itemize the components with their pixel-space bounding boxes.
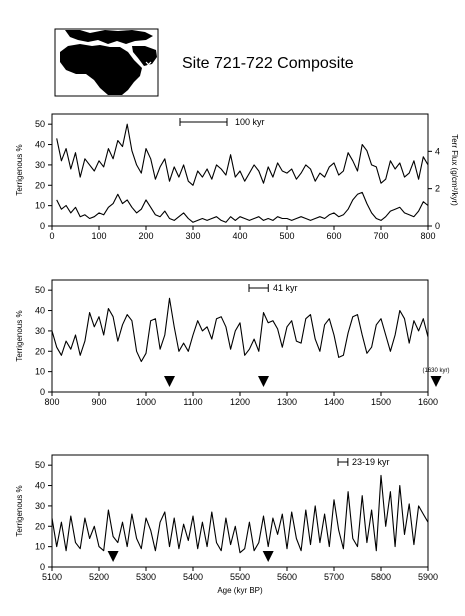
x-tick-label: 5100 — [42, 572, 62, 582]
series-line-1 — [56, 123, 429, 186]
x-axis-label: Age (kyr BP) — [217, 586, 263, 595]
africa-arabia-map-icon — [54, 28, 159, 97]
x-tick-label: 5300 — [136, 572, 156, 582]
y-tick-label: 0 — [40, 562, 45, 572]
y-tick-label: 0 — [40, 387, 45, 397]
marker-triangle-icon — [262, 551, 274, 562]
x-tick-label: 1400 — [324, 397, 344, 407]
plot-frame — [51, 279, 429, 393]
marker-triangle-icon — [258, 376, 269, 387]
x-tick-label: 5900 — [418, 572, 438, 582]
marker-annotation: (1630 kyr) — [422, 368, 449, 374]
y-axis-label: Terrigenous % — [15, 485, 24, 536]
x-tick-label: 600 — [326, 231, 341, 241]
arabia-landmass — [132, 46, 157, 66]
page-title: Site 721-722 Composite — [182, 55, 354, 72]
x-tick-label: 5800 — [371, 572, 391, 582]
y-tick-label: 40 — [35, 306, 45, 316]
y-tick-label: 20 — [35, 346, 45, 356]
x-tick-label: 400 — [232, 231, 247, 241]
y2-tick-label: 4 — [435, 146, 440, 156]
marker-triangle-icon — [107, 551, 119, 562]
series-line-1 — [51, 297, 429, 363]
y-tick-label: 10 — [35, 201, 45, 211]
x-tick-label: 5600 — [277, 572, 297, 582]
y2-tick-label: 0 — [435, 221, 440, 231]
scalebar: 100 kyr — [179, 117, 265, 127]
x-tick-label: 5700 — [324, 572, 344, 582]
plot-frame — [51, 113, 429, 227]
y-tick-label: 30 — [35, 501, 45, 511]
x-tick-label: 5400 — [183, 572, 203, 582]
series-line-1 — [51, 474, 429, 554]
x-tick-label: 1300 — [277, 397, 297, 407]
x-tick-label: 1100 — [183, 397, 202, 407]
site-marker-icon — [145, 61, 152, 68]
x-tick-label: 700 — [373, 231, 388, 241]
y2-axis-label: Terr Flux (g/cm²/kyr) — [450, 134, 459, 206]
y2-tick-label: 2 — [435, 184, 440, 194]
y-axis-label: Terrigenous % — [15, 144, 24, 195]
scalebar-label: 23-19 kyr — [352, 457, 390, 467]
y-tick-label: 10 — [35, 542, 45, 552]
x-tick-label: 1200 — [230, 397, 250, 407]
y-axis-label: Terrigenous % — [15, 310, 24, 361]
y-tick-label: 40 — [35, 481, 45, 491]
y-tick-label: 20 — [35, 521, 45, 531]
x-tick-label: 1600 — [418, 397, 438, 407]
y-tick-label: 30 — [35, 160, 45, 170]
y-tick-label: 20 — [35, 180, 45, 190]
marker-triangle-icon — [164, 376, 175, 387]
x-tick-label: 300 — [185, 231, 200, 241]
x-tick-label: 500 — [279, 231, 294, 241]
marker-triangle-icon — [430, 376, 442, 387]
scalebar-label: 41 kyr — [273, 283, 298, 293]
chart-panel-2: 800 900 1000 1100 1200 1300 1400 1500 1600 0 10 20 3… — [15, 279, 450, 407]
europe-landmass — [65, 30, 153, 44]
scalebar: 41 kyr — [248, 283, 298, 293]
chart-panel-1: 0 100 200 300 400 500 600 700 80001020304050Terr… — [15, 113, 459, 241]
scalebar-label: 100 kyr — [235, 117, 265, 127]
x-tick-label: 800 — [44, 397, 59, 407]
x-tick-label: 5200 — [89, 572, 109, 582]
y-tick-label: 10 — [35, 367, 45, 377]
y-tick-label: 30 — [35, 326, 45, 336]
x-tick-label: 800 — [420, 231, 435, 241]
y-tick-label: 40 — [35, 140, 45, 150]
y-tick-label: 0 — [40, 221, 45, 231]
y-tick-label: 50 — [35, 119, 45, 129]
x-tick-label: 1500 — [371, 397, 391, 407]
x-tick-label: 1000 — [136, 397, 156, 407]
chart-panel-3: 5100 5200 5300 5400 5500 5600 5700 5800 5900 0 10 2… — [15, 454, 438, 595]
scalebar: 23-19 kyr — [337, 457, 390, 467]
x-tick-label: 5500 — [230, 572, 250, 582]
y-tick-label: 50 — [35, 285, 45, 295]
x-tick-label: 0 — [49, 231, 54, 241]
x-tick-label: 900 — [91, 397, 106, 407]
africa-landmass — [60, 44, 142, 95]
series-line-2 — [56, 191, 429, 223]
x-tick-label: 200 — [138, 231, 153, 241]
y-tick-label: 50 — [35, 460, 45, 470]
x-tick-label: 100 — [91, 231, 106, 241]
